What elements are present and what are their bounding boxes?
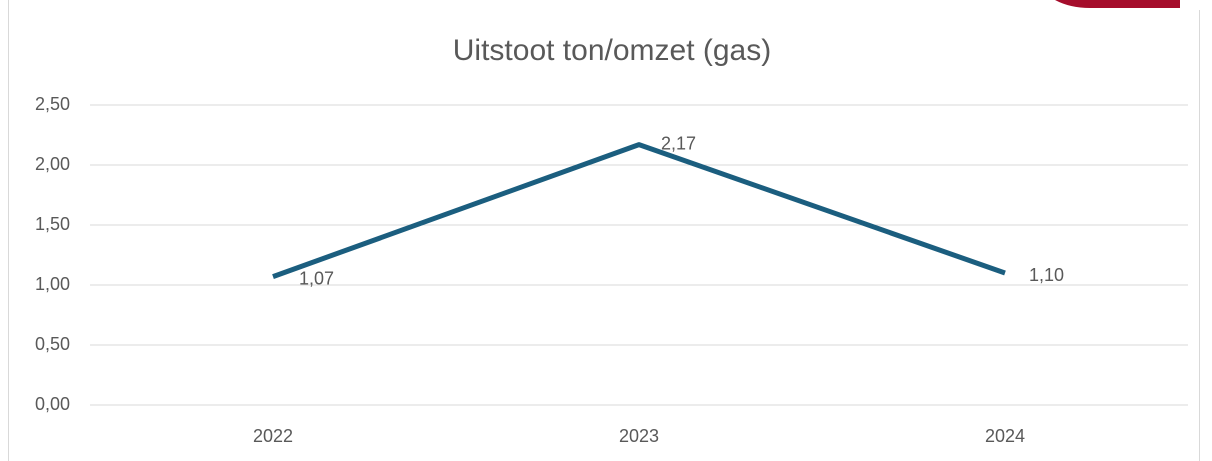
- y-tick-label: 1,00: [35, 274, 70, 294]
- x-tick-label: 2023: [619, 426, 659, 446]
- data-label: 1,10: [1029, 265, 1064, 285]
- corner-decoration: [1055, 0, 1180, 8]
- y-tick-label: 0,00: [35, 394, 70, 414]
- data-label: 1,07: [299, 268, 334, 288]
- line: [272, 142, 1006, 279]
- x-tick-label: 2024: [985, 426, 1025, 446]
- y-tick-label: 2,50: [35, 94, 70, 114]
- y-tick-label: 2,00: [35, 154, 70, 174]
- chart-title: Uitstoot ton/omzet (gas): [453, 34, 771, 67]
- data-label: 2,17: [661, 133, 696, 153]
- y-tick-label: 0,50: [35, 334, 70, 354]
- y-tick-label: 1,50: [35, 214, 70, 234]
- x-tick-label: 2022: [253, 426, 293, 446]
